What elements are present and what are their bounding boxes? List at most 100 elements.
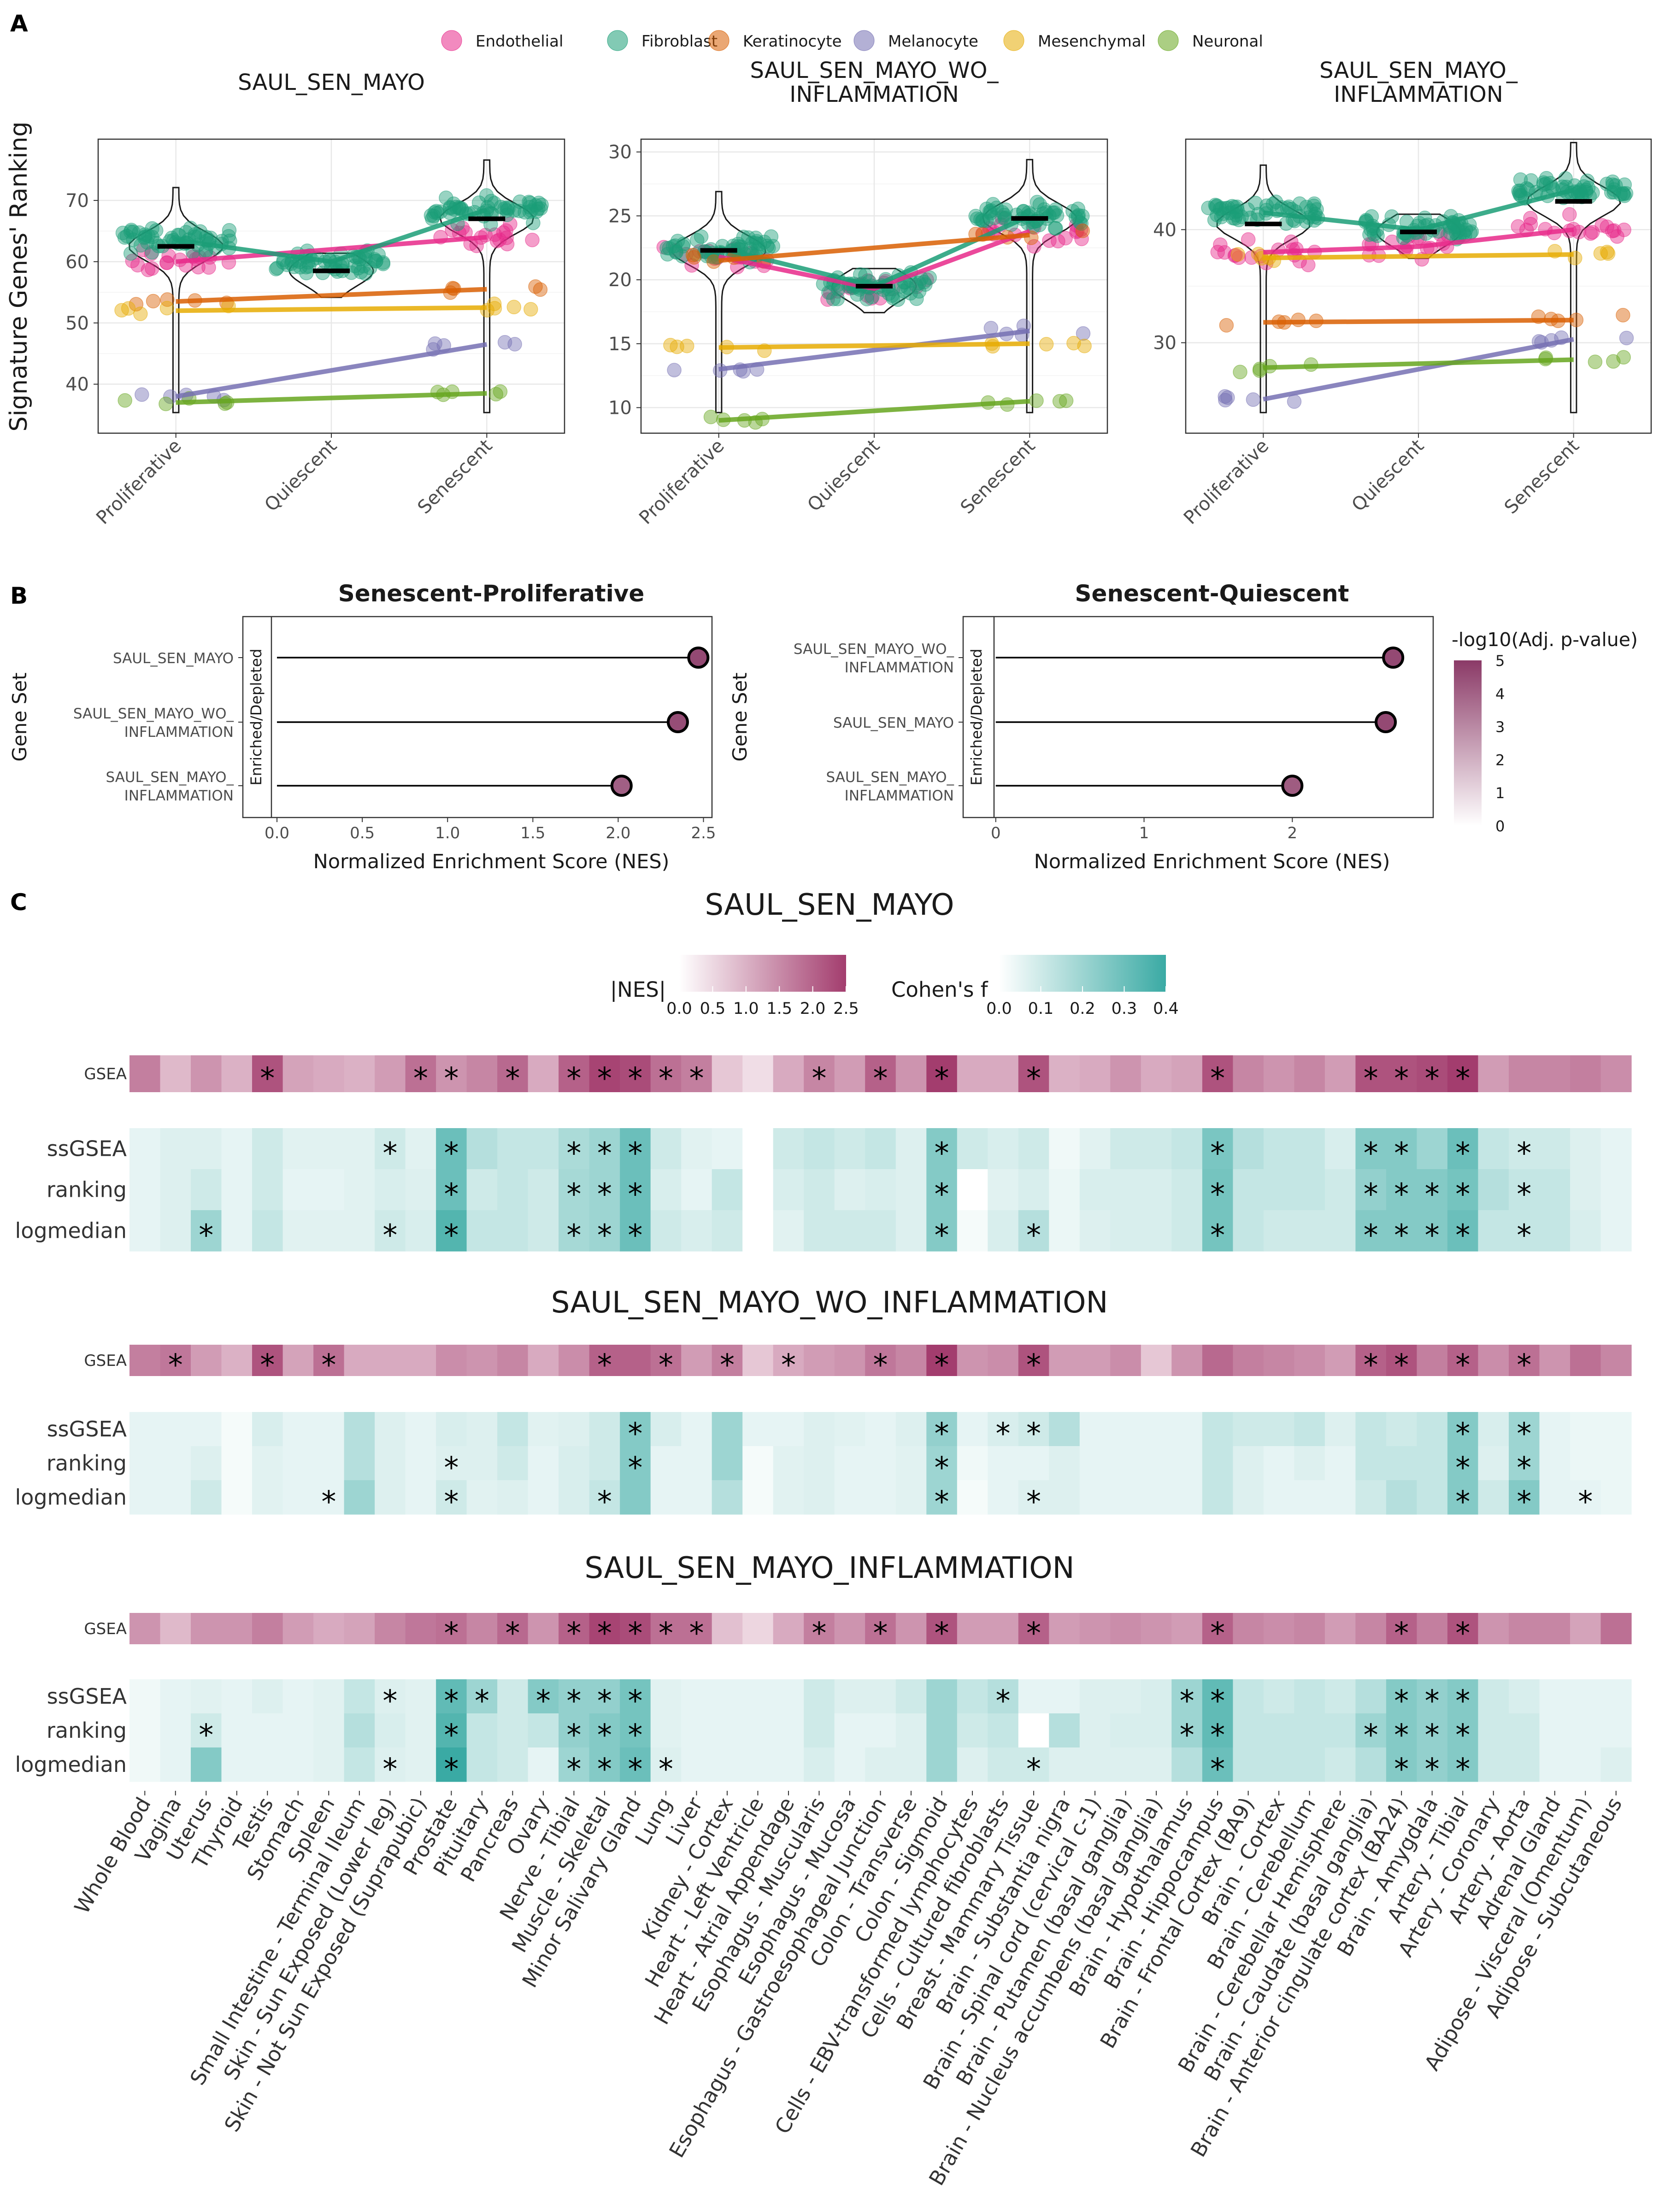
cohen-cell bbox=[742, 1713, 774, 1748]
chart-title: Senescent-Proliferative bbox=[338, 580, 645, 607]
lollipop-head bbox=[1281, 775, 1304, 797]
gsea-cell bbox=[1509, 1055, 1540, 1092]
cohen-cell bbox=[497, 1480, 529, 1515]
significance-marker: * bbox=[597, 1718, 612, 1753]
cohen-cell bbox=[742, 1412, 774, 1447]
cohen-cell bbox=[282, 1128, 314, 1170]
gsea-cell bbox=[1018, 1055, 1049, 1092]
cohen-legend-tick: 0.3 bbox=[1112, 1000, 1137, 1018]
cohen-cell bbox=[375, 1446, 406, 1481]
lollipop-head bbox=[1382, 647, 1405, 669]
cohen-cell bbox=[1233, 1169, 1264, 1211]
cohen-cell bbox=[221, 1480, 253, 1515]
gsea-cell bbox=[620, 1345, 651, 1376]
point-endothelial bbox=[1562, 207, 1577, 222]
point-fibroblast bbox=[1605, 177, 1620, 192]
x-tick-label: 1 bbox=[1139, 824, 1149, 842]
cohen-cell bbox=[926, 1412, 958, 1447]
significance-marker: * bbox=[1455, 1617, 1470, 1651]
gsea-cell bbox=[957, 1055, 988, 1092]
cohen-cell bbox=[559, 1747, 590, 1782]
heatmap-section-1: SAUL_SEN_MAYO GSEA * * * * * * * * * * * * * * * * * * ssGSE… bbox=[15, 888, 1632, 1253]
cohen-cell bbox=[1355, 1446, 1387, 1481]
x-tick-label: 1.0 bbox=[435, 824, 460, 842]
cohen-cell bbox=[1417, 1679, 1448, 1714]
cohen-cell bbox=[804, 1128, 835, 1170]
point-fibroblast bbox=[982, 204, 997, 219]
gsea-cell bbox=[405, 1613, 436, 1644]
cohen-cell bbox=[1110, 1412, 1141, 1447]
panel-a-chart-2: SAUL_SEN_MAYO_WO_INFLAMMATION 10 15 20 25 30 P… bbox=[608, 58, 1108, 529]
cohen-cell bbox=[1141, 1128, 1172, 1170]
point-fibroblast bbox=[479, 188, 494, 203]
cohen-cell bbox=[1233, 1713, 1264, 1748]
cohen-cell bbox=[1509, 1713, 1540, 1748]
cohen-cell bbox=[1141, 1713, 1172, 1748]
point-keratinocyte bbox=[146, 294, 161, 309]
cohen-cell bbox=[221, 1128, 253, 1170]
cohen-cell bbox=[466, 1446, 498, 1481]
cohen-cell bbox=[681, 1210, 712, 1252]
cohen-cell bbox=[1386, 1210, 1417, 1252]
significance-marker: * bbox=[1364, 1062, 1378, 1096]
significance-marker: * bbox=[1455, 1718, 1470, 1753]
gsea-cell bbox=[466, 1345, 498, 1376]
point-mesenchymal bbox=[1600, 245, 1615, 259]
point-keratinocyte bbox=[685, 247, 700, 263]
cohen-cell bbox=[1233, 1679, 1264, 1714]
chart-title: Senescent-Quiescent bbox=[1075, 580, 1349, 607]
cohen-cell bbox=[1263, 1446, 1294, 1481]
significance-marker: * bbox=[475, 1684, 489, 1718]
cohen-cell bbox=[1233, 1210, 1264, 1252]
gsea-cell bbox=[528, 1055, 559, 1092]
point-endothelial bbox=[1027, 239, 1041, 254]
gsea-cell bbox=[1386, 1345, 1417, 1376]
nes-legend-tick: 1.5 bbox=[766, 1000, 792, 1018]
cohen-cell bbox=[988, 1210, 1019, 1252]
significance-marker: * bbox=[1026, 1219, 1041, 1253]
legend-label-melanocyte: Melanocyte bbox=[888, 32, 978, 51]
nes-legend-tick: 0.5 bbox=[700, 1000, 726, 1018]
point-endothelial bbox=[1210, 245, 1225, 259]
cohen-cell bbox=[1018, 1169, 1049, 1211]
cohen-cell bbox=[191, 1446, 222, 1481]
point-melanocyte bbox=[1076, 326, 1091, 341]
gsea-cell bbox=[221, 1613, 253, 1644]
significance-marker: * bbox=[1394, 1617, 1409, 1651]
point-fibroblast bbox=[1049, 208, 1065, 223]
significance-marker: * bbox=[1394, 1062, 1409, 1096]
cohen-cell bbox=[589, 1169, 620, 1211]
point-fibroblast bbox=[115, 225, 130, 241]
significance-marker: * bbox=[1455, 1178, 1470, 1212]
cohen-cell bbox=[1202, 1128, 1233, 1170]
trend-line-endothelial bbox=[1263, 227, 1574, 255]
cohen-cell bbox=[865, 1169, 896, 1211]
significance-marker: * bbox=[566, 1178, 581, 1212]
cohen-cell bbox=[834, 1412, 865, 1447]
cohen-cell bbox=[681, 1480, 712, 1515]
trend-line-keratinocyte bbox=[176, 287, 487, 304]
trend-line-mesenchymal bbox=[718, 341, 1030, 350]
chart-title: INFLAMMATION bbox=[789, 82, 959, 107]
point-keratinocyte bbox=[687, 250, 701, 265]
significance-marker: * bbox=[566, 1718, 581, 1753]
cohen-cell bbox=[1539, 1679, 1571, 1714]
cohen-cell bbox=[1509, 1128, 1540, 1170]
legend-label-fibroblast: Fibroblast bbox=[641, 32, 718, 51]
significance-marker: * bbox=[260, 1062, 275, 1096]
cohen-cell bbox=[804, 1446, 835, 1481]
x-tick-label: Quiescent bbox=[260, 435, 341, 516]
cohen-cell bbox=[834, 1169, 865, 1211]
cohen-legend-title: Cohen's f bbox=[891, 977, 988, 1002]
point-neuronal bbox=[493, 384, 508, 399]
significance-marker: * bbox=[689, 1617, 704, 1651]
gsea-cell bbox=[1509, 1613, 1540, 1644]
padj-legend-tick: 5 bbox=[1495, 652, 1505, 670]
significance-marker: * bbox=[628, 1062, 642, 1096]
cohen-cell bbox=[191, 1169, 222, 1211]
cohen-cell bbox=[160, 1679, 191, 1714]
gsea-cell bbox=[895, 1613, 927, 1644]
cohen-cell bbox=[1141, 1446, 1172, 1481]
cohen-cell bbox=[926, 1128, 958, 1170]
